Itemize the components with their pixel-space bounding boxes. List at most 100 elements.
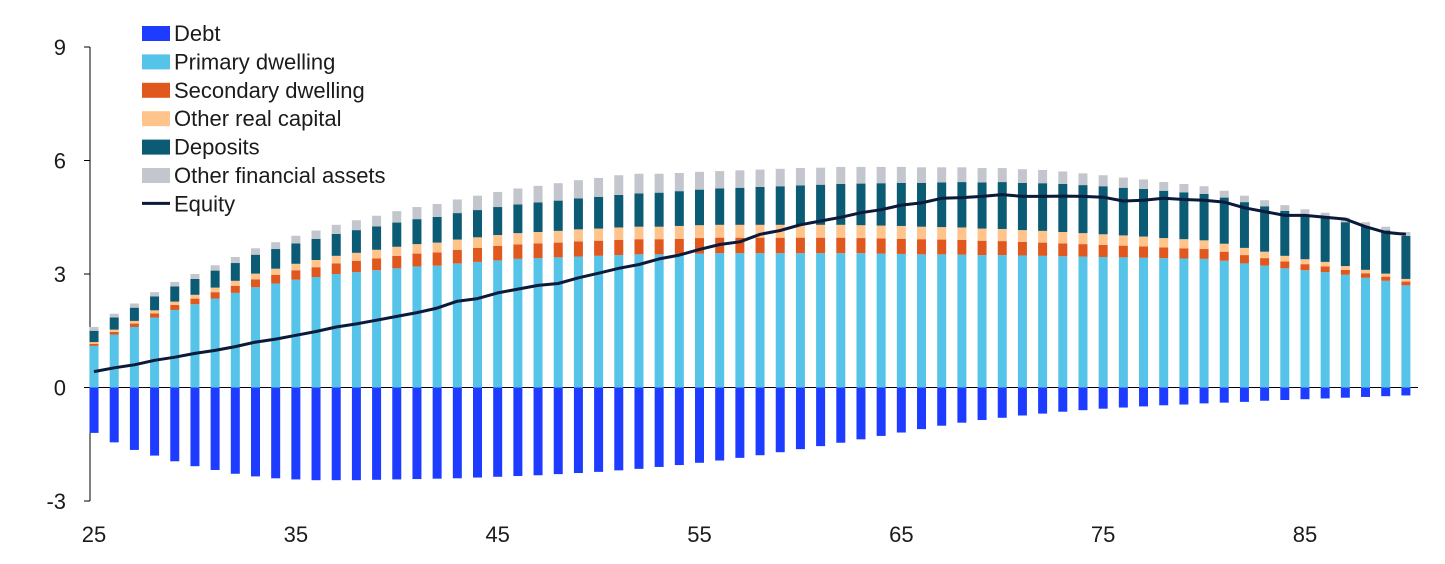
bar-segment-deposits [674, 191, 684, 226]
bar-segment-secondary-dwelling [170, 305, 180, 310]
bar-segment-primary-dwelling [513, 258, 523, 388]
bar-segment-primary-dwelling [89, 345, 99, 388]
bar-segment-debt [1159, 387, 1169, 406]
bar-segment-debt [573, 387, 583, 474]
bar-segment-secondary-dwelling [129, 323, 139, 327]
bar-segment-deposits [1159, 190, 1169, 239]
bar-segment-secondary-dwelling [1361, 273, 1371, 278]
bar-segment-primary-dwelling [876, 253, 886, 388]
bar-segment-other-financial-assets [372, 215, 382, 227]
bar-segment-secondary-dwelling [89, 343, 99, 346]
legend-label: Equity [174, 191, 235, 216]
bar-segment-deposits [1038, 183, 1048, 231]
bar-segment-deposits [1179, 192, 1189, 240]
bar-segment-primary-dwelling [937, 254, 947, 388]
bar-segment-debt [533, 387, 543, 476]
bar-segment-deposits [755, 186, 765, 225]
bar-segment-deposits [957, 182, 967, 228]
bar-segment-other-real-capital [1078, 233, 1088, 245]
bar-segment-secondary-dwelling [654, 239, 664, 255]
bar-segment-debt [1381, 387, 1391, 397]
bar-segment-debt [230, 387, 240, 474]
bar-segment-other-real-capital [1300, 259, 1310, 265]
bar-segment-primary-dwelling [190, 304, 200, 388]
bar-segment-other-financial-assets [271, 242, 281, 250]
bar-segment-other-real-capital [493, 235, 503, 247]
bar-segment-other-real-capital [190, 294, 200, 299]
bar-segment-other-real-capital [755, 224, 765, 238]
bar-segment-primary-dwelling [1381, 280, 1391, 388]
x-tick-label: 25 [82, 522, 106, 547]
bar-segment-deposits [1361, 226, 1371, 270]
bar-segment-other-real-capital [392, 246, 402, 256]
bar-segment-secondary-dwelling [553, 242, 563, 258]
bar-segment-other-financial-assets [836, 166, 846, 184]
bar-segment-primary-dwelling [1340, 274, 1350, 388]
bar-segment-other-real-capital [129, 320, 139, 324]
bar-segment-secondary-dwelling [1260, 258, 1270, 266]
legend-swatch [142, 168, 170, 183]
bar-segment-other-real-capital [1340, 266, 1350, 270]
bar-segment-debt [553, 387, 563, 475]
bar-segment-deposits [836, 183, 846, 225]
bar-segment-secondary-dwelling [1159, 247, 1169, 259]
bar-segment-other-financial-assets [473, 195, 483, 211]
bar-segment-secondary-dwelling [1239, 255, 1249, 264]
bar-segment-other-financial-assets [513, 188, 523, 205]
bar-segment-other-financial-assets [795, 168, 805, 186]
bar-segment-deposits [1401, 235, 1411, 279]
bar-segment-primary-dwelling [553, 257, 563, 388]
bar-segment-other-financial-assets [695, 171, 705, 190]
bar-segment-other-real-capital [1098, 234, 1108, 245]
bar-segment-deposits [412, 219, 422, 245]
bar-segment-primary-dwelling [735, 253, 745, 388]
bar-segment-other-real-capital [1280, 255, 1290, 262]
bar-segment-other-financial-assets [1260, 200, 1270, 207]
legend-label: Debt [174, 21, 220, 46]
bar-segment-deposits [1300, 214, 1310, 260]
bar-segment-debt [1098, 387, 1108, 409]
bar-segment-deposits [452, 213, 462, 240]
bar-segment-other-financial-assets [129, 303, 139, 308]
bar-segment-secondary-dwelling [473, 247, 483, 262]
x-tick-label: 55 [687, 522, 711, 547]
bar-segment-other-financial-assets [1361, 222, 1371, 227]
bar-segment-other-financial-assets [230, 256, 240, 264]
bar-segment-debt [1300, 387, 1310, 400]
bar-segment-deposits [250, 254, 260, 274]
bar-segment-other-real-capital [735, 224, 745, 238]
bar-segment-deposits [210, 270, 220, 288]
bar-segment-primary-dwelling [291, 279, 301, 388]
bar-segment-other-real-capital [109, 329, 119, 332]
bar-segment-debt [210, 387, 220, 470]
bar-segment-other-real-capital [271, 268, 281, 275]
bar-segment-deposits [977, 182, 987, 229]
bar-segment-deposits [614, 194, 624, 228]
bar-segment-secondary-dwelling [1219, 251, 1229, 261]
bar-segment-secondary-dwelling [150, 313, 160, 318]
bar-segment-debt [109, 387, 119, 443]
bar-segment-other-real-capital [412, 244, 422, 254]
bar-segment-deposits [1219, 197, 1229, 244]
bar-segment-secondary-dwelling [1098, 244, 1108, 257]
bar-segment-other-financial-assets [896, 166, 906, 183]
bar-segment-primary-dwelling [573, 256, 583, 388]
bar-segment-other-real-capital [1179, 239, 1189, 249]
bar-segment-deposits [937, 182, 947, 228]
bar-segment-primary-dwelling [715, 253, 725, 388]
y-tick-label: 0 [54, 376, 66, 401]
bar-segment-primary-dwelling [1098, 256, 1108, 388]
bar-segment-other-financial-assets [210, 265, 220, 271]
bar-segment-primary-dwelling [1260, 265, 1270, 388]
bar-segment-secondary-dwelling [594, 240, 604, 256]
legend-swatch [142, 82, 170, 98]
bar-segment-other-financial-assets [876, 166, 886, 184]
bar-segment-debt [634, 387, 644, 469]
bar-segment-other-financial-assets [392, 211, 402, 223]
bar-segment-deposits [170, 286, 180, 302]
bar-segment-other-real-capital [1118, 235, 1128, 246]
bar-segment-secondary-dwelling [755, 237, 765, 254]
y-tick-label: 9 [54, 35, 66, 60]
bar-segment-debt [493, 387, 503, 477]
bar-segment-other-real-capital [210, 287, 220, 293]
